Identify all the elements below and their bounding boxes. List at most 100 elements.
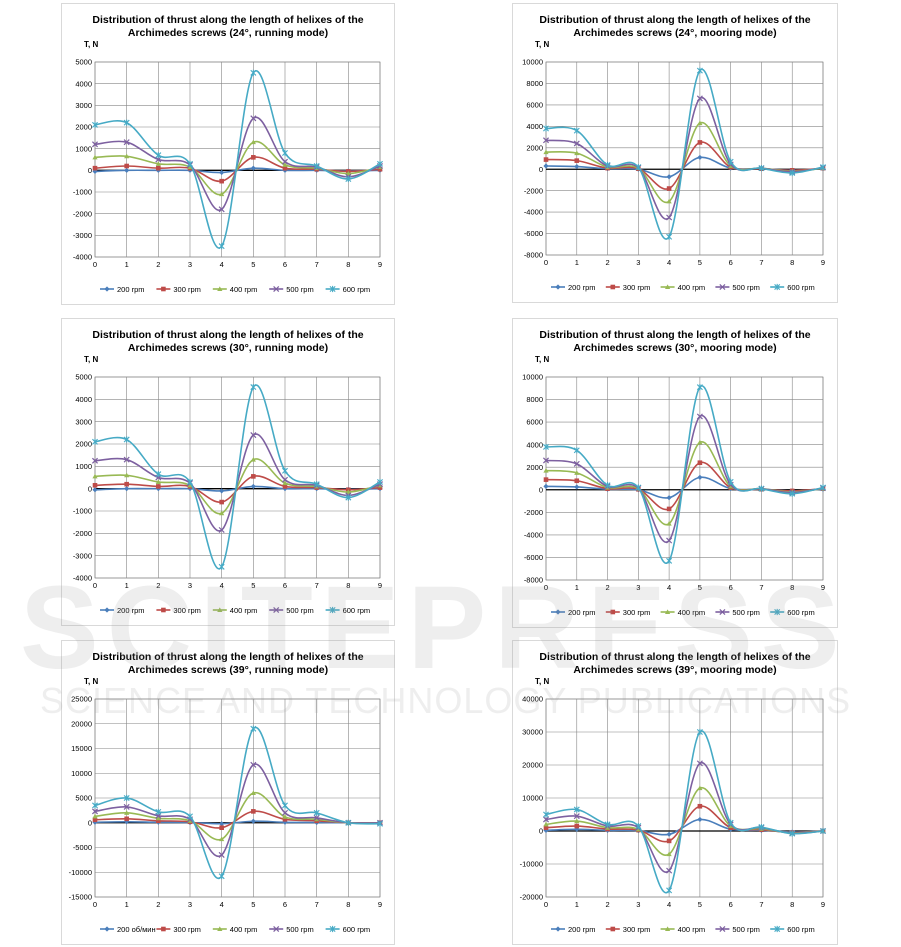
x-tick-label: 0 <box>544 900 548 909</box>
x-tick-label: 0 <box>93 900 97 909</box>
x-tick-label: 9 <box>821 583 825 592</box>
legend-label: 600 rpm <box>787 608 815 617</box>
y-tick-label: -2000 <box>73 529 92 538</box>
data-point-marker <box>91 457 99 464</box>
data-point-marker <box>124 486 130 492</box>
y-tick-label: 3000 <box>75 101 92 110</box>
data-point-marker <box>573 813 580 820</box>
legend-label: 500 rpm <box>732 925 760 934</box>
data-point-marker <box>281 476 289 483</box>
legend-label: 600 rpm <box>787 283 815 292</box>
y-tick-label: -20000 <box>520 893 543 902</box>
legend: 200 rpm 300 rpm 400 rpm 500 rpm 600 rpm <box>551 608 815 617</box>
data-point-marker <box>573 806 580 813</box>
x-tick-label: 5 <box>698 900 702 909</box>
legend-marker <box>555 609 561 615</box>
data-point-marker <box>345 819 352 826</box>
legend-marker <box>329 606 336 614</box>
data-point-marker <box>573 460 580 467</box>
data-point-marker <box>313 162 320 170</box>
legend-label: 200 об/мин <box>117 925 156 934</box>
data-point-marker <box>574 158 580 163</box>
y-tick-label: -2000 <box>73 209 92 218</box>
series-line <box>545 385 824 564</box>
data-point-marker <box>820 484 826 491</box>
data-point-marker <box>697 120 703 126</box>
x-tick-label: 8 <box>790 258 794 267</box>
legend-label: 300 rpm <box>173 285 201 294</box>
legend-marker <box>774 283 781 291</box>
series-400-rpm <box>92 139 383 197</box>
data-point-marker <box>282 162 288 167</box>
data-point-marker <box>543 157 549 162</box>
plot-area-border <box>545 698 824 898</box>
x-tick-label: 1 <box>125 900 129 909</box>
y-tick-label: 40000 <box>522 695 543 704</box>
x-tick-label: 6 <box>729 900 733 909</box>
x-tick-label: 2 <box>156 900 160 909</box>
y-tick-label: 10000 <box>522 58 543 67</box>
y-tick-label: -8000 <box>524 576 543 585</box>
data-point-marker <box>218 873 225 880</box>
data-point-marker <box>250 165 256 171</box>
line-chart: Distribution of thrust along the length … <box>520 651 827 934</box>
x-tick-label: 2 <box>156 260 160 269</box>
legend-marker <box>555 926 561 932</box>
x-tick-label: 5 <box>251 900 255 909</box>
data-point-marker <box>123 139 130 146</box>
data-point-marker <box>219 178 224 184</box>
x-tick-label: 3 <box>188 900 192 909</box>
data-point-marker <box>697 474 703 480</box>
y-tick-label: -3000 <box>73 231 92 240</box>
x-tick-label: 1 <box>575 258 579 267</box>
x-tick-label: 7 <box>315 260 319 269</box>
legend-label: 400 rpm <box>230 606 258 615</box>
data-point-marker <box>727 819 734 826</box>
x-tick-label: 6 <box>729 583 733 592</box>
x-tick-label: 7 <box>759 258 763 267</box>
y-tick-label: 1000 <box>75 144 92 153</box>
data-point-marker <box>697 140 703 145</box>
data-point-marker <box>573 140 580 147</box>
y-tick-label: 5000 <box>75 373 92 382</box>
data-point-marker <box>251 474 256 479</box>
data-point-marker <box>250 761 257 768</box>
data-point-marker <box>543 125 549 132</box>
data-point-marker <box>92 165 98 171</box>
data-point-marker <box>543 477 549 482</box>
y-tick-label: 10000 <box>522 794 543 803</box>
data-point-marker <box>666 851 672 857</box>
x-tick-label: 0 <box>544 583 548 592</box>
chart-panel-24-running: Distribution of thrust along the length … <box>61 3 395 305</box>
data-point-marker <box>156 818 161 824</box>
chart-title-line-1: Distribution of thrust along the length … <box>539 329 810 341</box>
data-point-marker <box>91 808 99 815</box>
data-point-marker <box>123 794 130 802</box>
y-tick-label: 4000 <box>75 395 92 404</box>
y-tick-label: -3000 <box>73 551 92 560</box>
x-tick-label: 9 <box>378 260 382 269</box>
data-point-marker <box>697 803 703 809</box>
y-axis-label: T, N <box>535 355 549 364</box>
line-chart: Distribution of thrust along the length … <box>73 329 384 615</box>
legend-label: 400 rpm <box>230 285 258 294</box>
series-line <box>94 475 381 503</box>
data-point-marker <box>282 467 288 474</box>
line-chart: Distribution of thrust along the length … <box>522 329 827 617</box>
series-600-rpm <box>543 728 826 894</box>
legend-marker <box>665 609 671 614</box>
series-500-rpm <box>542 760 827 874</box>
y-tick-label: -6000 <box>524 229 543 238</box>
x-tick-label: 6 <box>283 260 287 269</box>
x-tick-label: 8 <box>346 581 350 590</box>
legend-marker <box>610 609 616 615</box>
legend: 200 rpm 300 rpm 400 rpm 500 rpm 600 rpm <box>100 606 370 615</box>
data-point-marker <box>155 479 161 484</box>
data-point-marker <box>543 163 549 169</box>
x-tick-label: 9 <box>378 900 382 909</box>
data-point-marker <box>250 725 257 732</box>
series-line <box>545 762 824 873</box>
x-tick-label: 1 <box>575 900 579 909</box>
data-point-marker <box>124 163 129 169</box>
chart-panel-24-mooring: Distribution of thrust along the length … <box>512 3 838 303</box>
